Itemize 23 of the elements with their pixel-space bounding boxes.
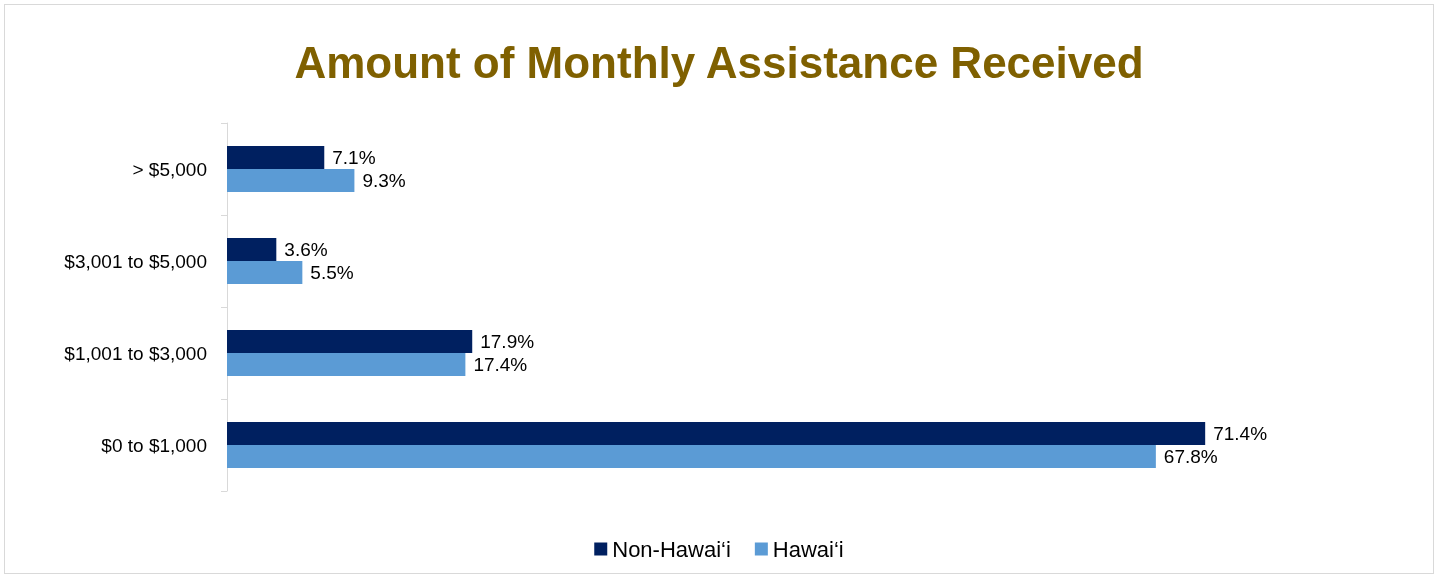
data-label: 9.3% [362, 170, 406, 191]
bar [227, 169, 355, 192]
data-label: 67.8% [1163, 446, 1218, 467]
bar [227, 445, 1156, 468]
y-tick-label: $0 to $1,000 [101, 434, 207, 456]
data-label: 17.4% [473, 354, 528, 375]
bar [227, 353, 466, 376]
chart-title: Amount of Monthly Assistance Received [294, 37, 1144, 87]
bar [227, 146, 325, 169]
data-label: 7.1% [332, 147, 376, 168]
y-tick-label: > $5,000 [132, 158, 207, 180]
y-tick-label: $3,001 to $5,000 [64, 250, 207, 272]
bar [227, 422, 1206, 445]
data-label: 17.9% [480, 331, 535, 352]
y-tick-label: $1,001 to $3,000 [64, 342, 207, 364]
data-label: 3.6% [284, 239, 328, 260]
legend-label: Hawai‘i [772, 536, 844, 562]
bar [227, 238, 277, 261]
bar [227, 261, 303, 284]
legend-label: Non-Hawai‘i [612, 536, 731, 562]
data-label: 5.5% [310, 262, 354, 283]
data-label: 71.4% [1213, 423, 1268, 444]
bar [227, 330, 473, 353]
